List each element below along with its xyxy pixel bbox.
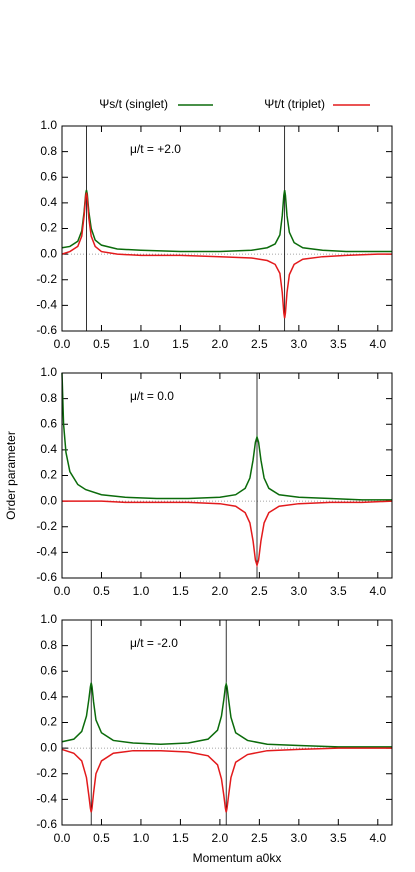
- series-line: [61, 192, 392, 319]
- x-tick-label: 2.0: [212, 831, 229, 845]
- x-tick-label: 1.5: [172, 337, 189, 351]
- y-tick-label: -0.4: [36, 298, 57, 312]
- x-tick-label: 1.5: [172, 831, 189, 845]
- y-tick-label: -0.2: [36, 766, 57, 780]
- y-tick-label: 0.4: [40, 195, 57, 209]
- legend-label: Ψs/t (singlet): [99, 97, 168, 111]
- series-line: [62, 500, 393, 568]
- y-tick-label: 0.6: [40, 416, 57, 430]
- y-tick-label: -0.4: [36, 545, 57, 559]
- y-tick-label: 0.2: [40, 468, 57, 482]
- y-tick-label: 1.0: [40, 118, 57, 132]
- x-tick-label: 0.5: [93, 584, 110, 598]
- y-tick-label: -0.4: [36, 792, 57, 806]
- y-tick-label: -0.2: [36, 272, 57, 286]
- y-tick-label: 0.0: [40, 246, 57, 260]
- y-tick-label: 1.0: [40, 612, 57, 626]
- x-tick-label: 1.0: [133, 337, 150, 351]
- x-tick-label: 1.5: [172, 584, 189, 598]
- x-tick-label: 2.0: [212, 337, 229, 351]
- legend-label: Ψt/t (triplet): [264, 97, 325, 111]
- x-tick-label: 3.5: [330, 337, 347, 351]
- x-tick-label: 4.0: [369, 831, 386, 845]
- x-tick-label: 2.5: [251, 337, 268, 351]
- x-tick-label: 4.0: [369, 337, 386, 351]
- x-tick-label: 2.0: [212, 584, 229, 598]
- y-tick-label: 0.8: [40, 391, 57, 405]
- x-tick-label: 1.0: [133, 831, 150, 845]
- series-line: [61, 189, 392, 253]
- y-tick-label: 0.8: [40, 638, 57, 652]
- y-tick-label: 0.0: [40, 493, 57, 507]
- x-tick-label: 0.0: [54, 584, 71, 598]
- series-line: [61, 747, 392, 813]
- plot-frame: [61, 125, 393, 332]
- x-tick-label: 3.0: [290, 831, 307, 845]
- annotation: μ/t = 0.0: [130, 389, 174, 403]
- y-tick-label: 0.8: [40, 144, 57, 158]
- y-tick-label: 0.2: [40, 715, 57, 729]
- y-tick-label: -0.6: [36, 570, 57, 584]
- y-tick-label: -0.6: [36, 817, 57, 831]
- x-tick-label: 0.5: [93, 831, 110, 845]
- x-tick-label: 2.5: [251, 584, 268, 598]
- x-tick-label: 3.5: [330, 831, 347, 845]
- y-tick-label: -0.6: [36, 323, 57, 337]
- x-tick-label: 3.0: [290, 337, 307, 351]
- y-tick-label: 0.6: [40, 663, 57, 677]
- y-tick-label: 0.4: [40, 689, 57, 703]
- x-tick-label: 0.0: [54, 337, 71, 351]
- y-tick-label: -0.2: [36, 519, 57, 533]
- x-tick-label: 0.0: [54, 831, 71, 845]
- y-tick-label: 0.4: [40, 442, 57, 456]
- series-line: [61, 681, 392, 748]
- x-tick-label: 0.5: [93, 337, 110, 351]
- x-tick-label: 2.5: [251, 831, 268, 845]
- annotation: μ/t = -2.0: [130, 636, 178, 650]
- y-tick-label: 0.6: [40, 169, 57, 183]
- x-tick-label: 3.0: [290, 584, 307, 598]
- x-axis-label: Momentum a0kx: [193, 851, 282, 865]
- plot-frame: [61, 619, 393, 826]
- series-line: [61, 372, 392, 501]
- plot-frame: [61, 372, 393, 579]
- y-axis-label: Order parameter: [4, 431, 18, 520]
- x-tick-label: 3.5: [330, 584, 347, 598]
- y-tick-label: 1.0: [40, 365, 57, 379]
- y-tick-label: 0.2: [40, 221, 57, 235]
- x-tick-label: 4.0: [369, 584, 386, 598]
- annotation: μ/t = +2.0: [130, 142, 181, 156]
- x-tick-label: 1.0: [133, 584, 150, 598]
- y-tick-label: 0.0: [40, 740, 57, 754]
